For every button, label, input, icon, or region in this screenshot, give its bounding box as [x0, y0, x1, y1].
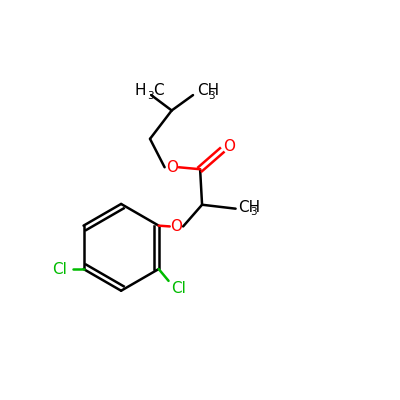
Text: H: H [134, 83, 146, 98]
Text: O: O [170, 219, 182, 234]
Text: O: O [223, 139, 235, 154]
Text: Cl: Cl [52, 262, 67, 276]
Text: CH: CH [197, 83, 219, 98]
Text: 3: 3 [208, 91, 215, 101]
Text: CH: CH [238, 200, 260, 214]
Text: O: O [166, 160, 178, 175]
Text: 3: 3 [250, 207, 256, 217]
Text: Cl: Cl [171, 281, 186, 296]
Text: C: C [153, 83, 164, 98]
Text: 3: 3 [147, 91, 154, 101]
